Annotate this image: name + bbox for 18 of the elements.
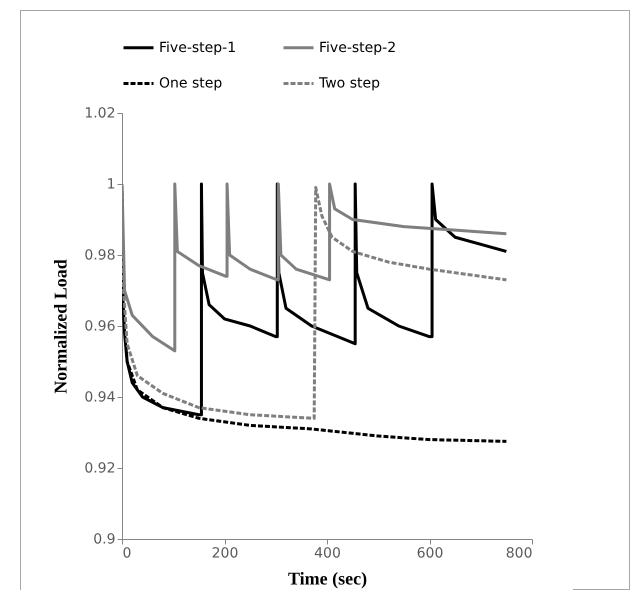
legend-label: Five-step-2 xyxy=(319,40,396,56)
x-tick-label: 800 xyxy=(506,546,532,562)
y-tick-label: 0.98 xyxy=(84,248,116,264)
x-axis-title: Time (sec) xyxy=(288,568,368,588)
x-tick-label: 400 xyxy=(314,546,341,562)
legend-label: Two step xyxy=(318,76,380,92)
x-tick-label: 600 xyxy=(416,546,444,562)
y-axis-title: Normalized Load xyxy=(50,259,70,394)
legend-label: Five-step-1 xyxy=(159,40,236,56)
y-tick-label: 0.9 xyxy=(93,532,116,548)
y-tick-label: 0.96 xyxy=(84,318,116,334)
y-tick-label: 0.92 xyxy=(84,460,116,476)
legend-label: One step xyxy=(159,76,222,92)
y-tick-label: 1.02 xyxy=(84,106,116,122)
y-tick-label: 1 xyxy=(106,176,116,192)
y-tick-label: 0.94 xyxy=(84,390,116,406)
x-tick-label: 0 xyxy=(122,546,132,562)
x-tick-label: 200 xyxy=(212,546,238,562)
